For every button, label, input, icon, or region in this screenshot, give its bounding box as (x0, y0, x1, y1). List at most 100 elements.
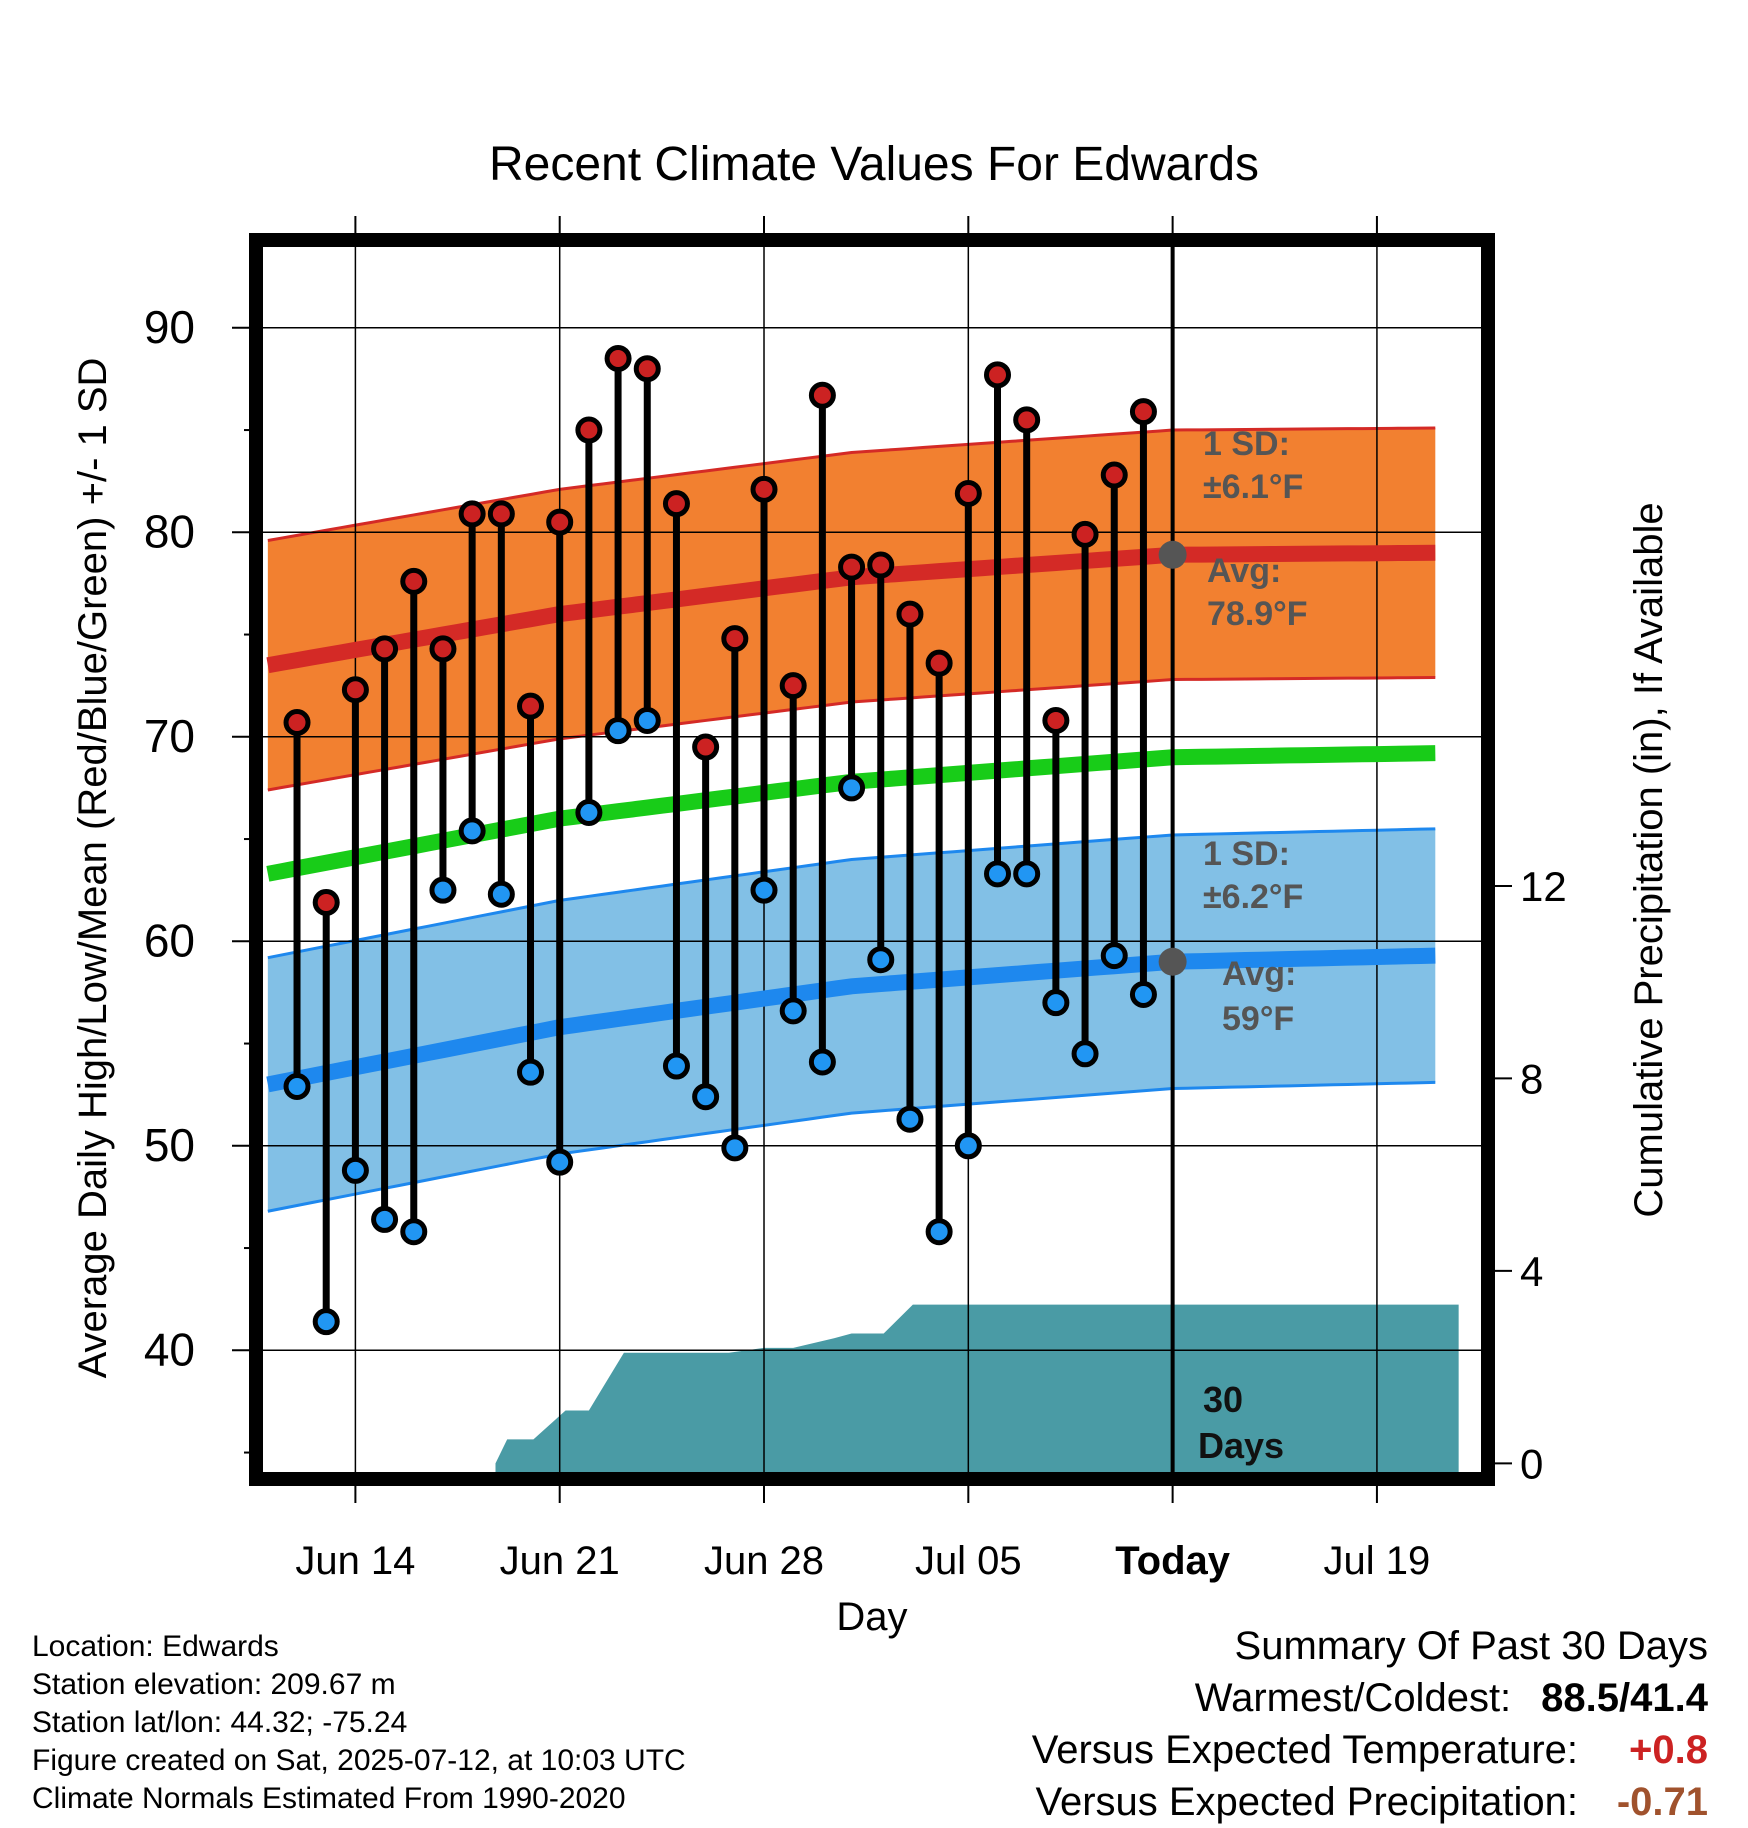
high-sd-value: ±6.1°F (1203, 468, 1303, 506)
daily-high-point (1042, 706, 1070, 734)
y-tick-label-left: 70 (144, 710, 195, 762)
today-days-label: Days (1198, 1425, 1284, 1466)
daily-low-point (896, 1105, 924, 1133)
daily-high-point (283, 708, 311, 736)
daily-low-point (721, 1134, 749, 1162)
created-text: Figure created on Sat, 2025-07-12, at 10… (32, 1744, 686, 1777)
summary-title: Summary Of Past 30 Days (1234, 1624, 1708, 1668)
precip-vs-expected-row: Versus Expected Precipitation: -0.71 (1032, 1776, 1708, 1828)
daily-low-point (341, 1156, 369, 1184)
daily-low-point (692, 1083, 720, 1111)
daily-high-point (633, 355, 661, 383)
daily-high-point (458, 500, 486, 528)
daily-low-point (546, 1148, 574, 1176)
daily-high-point (750, 475, 778, 503)
y-axis-label-left: Average Daily High/Low/Mean (Red/Blue/Gr… (71, 358, 115, 1379)
plot-frame (249, 233, 1495, 1486)
daily-high-point (984, 361, 1012, 389)
high-avg-label: Avg: (1207, 552, 1281, 590)
daily-low-point (283, 1072, 311, 1100)
daily-low-point (312, 1308, 340, 1336)
daily-low-point (1013, 860, 1041, 888)
x-tick-label: Jul 05 (915, 1539, 1022, 1583)
daily-low-point (487, 880, 515, 908)
high-sd-label: 1 SD: (1203, 425, 1290, 463)
x-tick-label: Jun 21 (500, 1539, 620, 1583)
daily-high-point (371, 635, 399, 663)
warmest-coldest-value: 88.5/41.4 (1541, 1676, 1708, 1720)
today-high-avg-marker (1158, 540, 1187, 569)
daily-high-point (517, 692, 545, 720)
y-tick-label-right: 8 (1520, 1055, 1543, 1102)
normal-low-line (266, 947, 1436, 1093)
daily-high-point (604, 344, 632, 372)
low-sd-upper-edge (267, 827, 1436, 960)
daily-high-point (692, 733, 720, 761)
daily-low-point (517, 1058, 545, 1086)
low-sd-lower-edge (267, 1080, 1436, 1213)
y-tick-label-left: 90 (144, 301, 195, 353)
daily-low-point (458, 817, 486, 845)
location-text: Location: Edwards (32, 1630, 279, 1663)
precip-area (495, 1304, 1459, 1473)
daily-high-point (400, 567, 428, 595)
daily-low-point (750, 876, 778, 904)
y-tick-label-right: 4 (1520, 1248, 1543, 1295)
daily-high-point (1013, 406, 1041, 434)
temp-vs-expected-value: +0.8 (1629, 1728, 1708, 1772)
daily-high-point (779, 672, 807, 700)
y-tick-label-right: 12 (1520, 863, 1567, 910)
daily-low-point (575, 798, 603, 826)
daily-low-point (633, 706, 661, 734)
daily-low-point (1042, 989, 1070, 1017)
low-avg-value: 59°F (1222, 1000, 1294, 1038)
x-axis-label: Day (836, 1595, 907, 1639)
daily-low-point (779, 997, 807, 1025)
y-tick-label-left: 60 (144, 914, 195, 966)
daily-high-point (341, 676, 369, 704)
daily-low-point (1071, 1040, 1099, 1068)
daily-low-point (371, 1205, 399, 1233)
daily-high-point (721, 625, 749, 653)
temp-vs-expected-row: Versus Expected Temperature: +0.8 (1032, 1724, 1708, 1776)
daily-low-point (838, 774, 866, 802)
daily-high-point (662, 490, 690, 518)
y-tick-label-left: 40 (144, 1323, 195, 1375)
normals-text: Climate Normals Estimated From 1990-2020 (32, 1782, 626, 1815)
daily-high-point (954, 479, 982, 507)
today-days-label: 30 (1203, 1379, 1243, 1420)
daily-low-point (604, 717, 632, 745)
daily-high-point (808, 381, 836, 409)
daily-low-point (808, 1048, 836, 1076)
latlon-text: Station lat/lon: 44.32; -75.24 (32, 1706, 408, 1739)
daily-high-point (1129, 398, 1157, 426)
y-axis-label-right: Cumulative Precipitation (in), If Availa… (1627, 502, 1671, 1217)
summary-panel: Summary Of Past 30 Days Warmest/Coldest:… (1032, 1620, 1708, 1828)
daily-high-point (1071, 520, 1099, 548)
y-tick-label-left: 80 (144, 505, 195, 557)
daily-low-point (1100, 942, 1128, 970)
daily-high-point (487, 500, 515, 528)
daily-low-point (400, 1218, 428, 1246)
elevation-text: Station elevation: 209.67 m (32, 1668, 396, 1701)
daily-high-point (575, 416, 603, 444)
daily-low-point (925, 1218, 953, 1246)
daily-high-point (312, 888, 340, 916)
daily-low-point (429, 876, 457, 904)
x-tick-label: Jun 14 (295, 1539, 415, 1583)
high-avg-value: 78.9°F (1207, 595, 1308, 633)
x-tick-label: Jul 19 (1324, 1539, 1431, 1583)
today-low-avg-marker (1158, 947, 1187, 976)
precip-vs-expected-label: Versus Expected Precipitation: (1035, 1780, 1578, 1824)
daily-high-point (867, 551, 895, 579)
x-tick-label: Today (1115, 1539, 1231, 1583)
daily-low-point (984, 860, 1012, 888)
low-avg-label: Avg: (1222, 955, 1296, 993)
daily-low-point (867, 946, 895, 974)
station-info: Location: Edwards Station elevation: 209… (32, 1628, 686, 1818)
low-sd-value: ±6.2°F (1203, 878, 1303, 916)
precip-vs-expected-value: -0.71 (1616, 1780, 1708, 1824)
chart-title: Recent Climate Values For Edwards (489, 138, 1259, 191)
daily-high-point (925, 649, 953, 677)
daily-low-point (662, 1052, 690, 1080)
